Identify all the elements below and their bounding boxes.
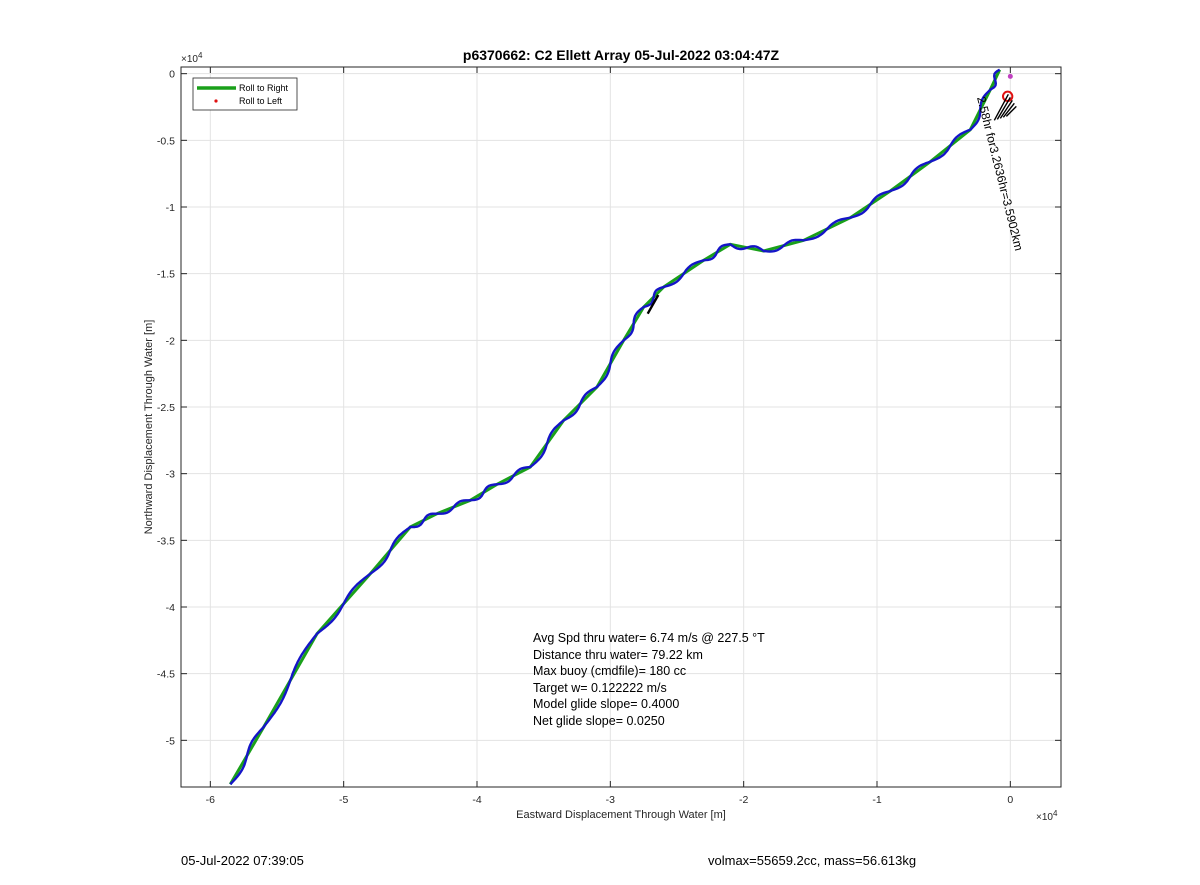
tick-layer: -6 -5 -4 -3 -2 -1 0 0 -0.5 -1 -1.5 -2 -2.5 -3 -3.5 -4 -4…	[157, 67, 1061, 806]
y-tick-label: -1	[166, 202, 175, 214]
y-exponent-power: 4	[198, 51, 203, 60]
y-axis-label: Northward Displacement Through Water [m]	[143, 320, 155, 535]
annotation-net-glide: Net glide slope= 0.0250	[533, 714, 665, 728]
series-line-2	[646, 294, 660, 315]
data-layer	[229, 68, 1017, 786]
x-tick-label: -4	[472, 794, 481, 806]
end-marker	[1007, 73, 1013, 79]
y-tick-label: -5	[166, 735, 175, 747]
x-exponent-power: 4	[1053, 809, 1058, 818]
x-tick-label: -5	[339, 794, 348, 806]
legend-swatch-roll-left	[214, 99, 218, 103]
annotation-target-w: Target w= 0.122222 m/s	[533, 681, 667, 695]
y-tick-label: -3	[166, 469, 175, 481]
legend-box	[192, 77, 298, 111]
grid-layer	[181, 67, 1061, 787]
y-tick-label: -2.5	[157, 402, 175, 414]
x-exponent-base: ×10	[1036, 812, 1053, 823]
y-tick-label: -4.5	[157, 669, 175, 681]
plot-frame	[180, 66, 1062, 788]
y-tick-label: -0.5	[157, 135, 175, 147]
x-tick-label: -1	[872, 794, 881, 806]
x-tick-label: 0	[1007, 794, 1013, 806]
segment-label: 2.58hr for3.2636hr=3.5902km	[974, 95, 1026, 252]
y-tick-label: -1.5	[157, 269, 175, 281]
x-tick-label: -6	[206, 794, 215, 806]
y-tick-label: -4	[166, 602, 175, 614]
annotation-avg-speed: Avg Spd thru water= 6.74 m/s @ 227.5 °T	[533, 631, 765, 645]
end-segment-tick	[993, 94, 1009, 121]
x-tick-label: -3	[606, 794, 615, 806]
end-segment-tick	[1005, 105, 1017, 117]
legend: Roll to Right Roll to Left	[192, 77, 298, 111]
footer-vol-mass: volmax=55659.2cc, mass=56.613kg	[708, 853, 917, 868]
annotation-block: Avg Spd thru water= 6.74 m/s @ 227.5 °T …	[533, 631, 765, 728]
y-tick-label: -3.5	[157, 535, 175, 547]
x-axis-label: Eastward Displacement Through Water [m]	[516, 809, 726, 821]
y-tick-label: -2	[166, 335, 175, 347]
annotation-max-buoy: Max buoy (cmdfile)= 180 cc	[533, 664, 686, 678]
y-exponent: ×104	[181, 51, 203, 65]
y-exponent-base: ×10	[181, 54, 198, 65]
footer-timestamp: 05-Jul-2022 07:39:05	[181, 853, 304, 868]
svg-text:×104: ×104	[181, 51, 203, 65]
chart-title: p6370662: C2 Ellett Array 05-Jul-2022 03…	[463, 47, 780, 63]
svg-text:×104: ×104	[1036, 809, 1058, 823]
x-tick-label: -2	[739, 794, 748, 806]
end-segment-tick	[1002, 102, 1015, 118]
legend-label-roll-right: Roll to Right	[239, 83, 289, 93]
annotation-distance: Distance thru water= 79.22 km	[533, 648, 703, 662]
series-line-1	[229, 68, 1001, 786]
y-tick-label: 0	[169, 69, 175, 81]
end-segment-tick	[999, 99, 1013, 119]
legend-label-roll-left: Roll to Left	[239, 96, 283, 106]
annotation-model-glide: Model glide slope= 0.4000	[533, 697, 679, 711]
end-segment-tick	[996, 96, 1011, 120]
x-exponent: ×104	[1036, 809, 1058, 823]
